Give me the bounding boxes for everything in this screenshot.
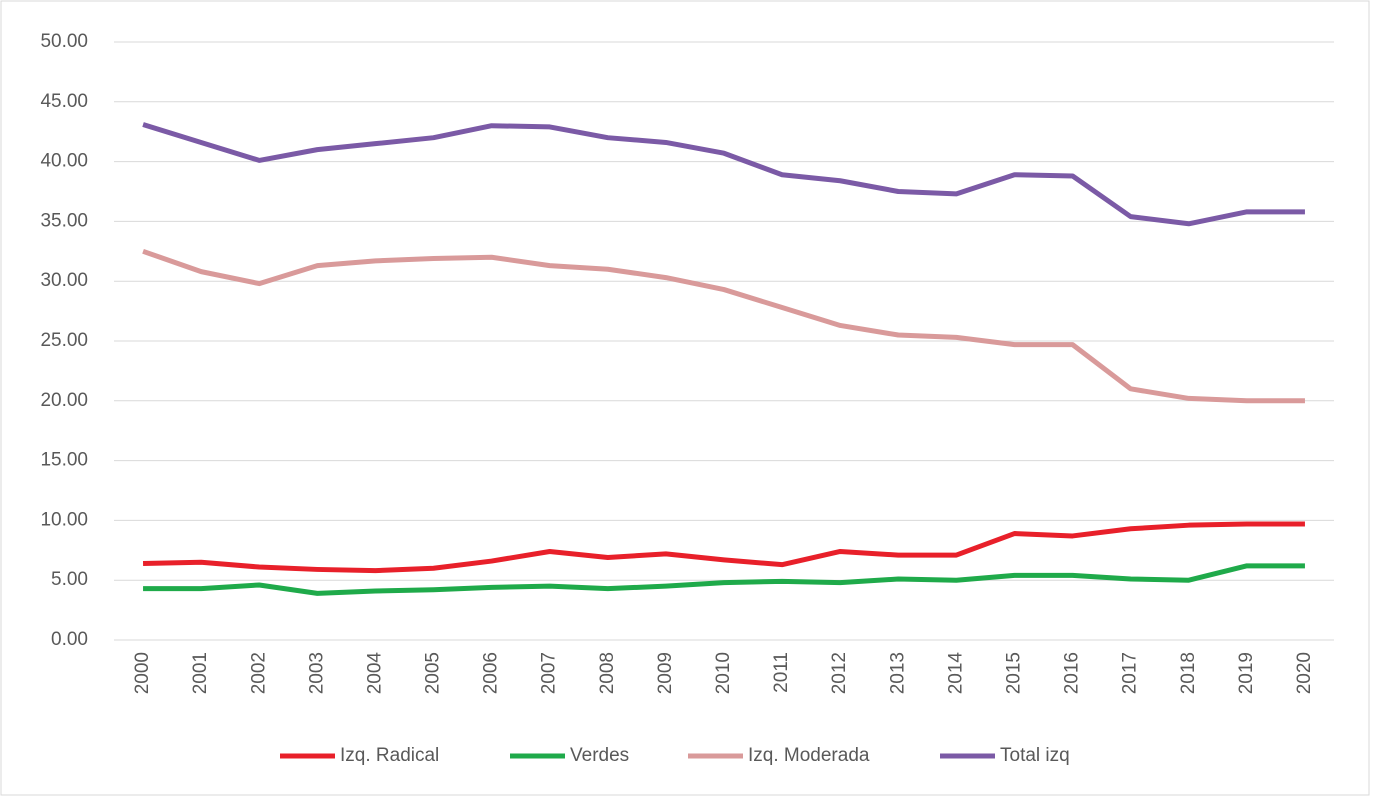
y-tick-label: 20.00 [40,390,88,411]
y-tick-label: 35.00 [40,210,88,231]
x-tick-label: 2009 [655,652,676,694]
y-tick-label: 50.00 [40,31,88,52]
x-tick-label: 2018 [1178,652,1199,694]
y-tick-label: 25.00 [40,330,88,351]
legend-label: Izq. Moderada [748,745,870,766]
y-tick-label: 0.00 [51,629,88,650]
x-tick-label: 2004 [364,652,385,695]
line [142,521,1305,574]
x-tick-label: 2008 [597,652,618,694]
y-tick-label: 30.00 [40,270,88,291]
y-tick-label: 10.00 [40,509,88,530]
x-tick-label: 2015 [1003,652,1024,694]
x-tick-label: 2002 [248,652,269,694]
line [142,248,1305,404]
x-tick-label: 2006 [481,652,502,694]
x-tick-label: 2012 [829,652,850,694]
x-tick-label: 2016 [1062,652,1083,694]
x-tick-label: 2000 [132,652,153,694]
x-tick-label: 2003 [306,652,327,694]
x-tick-label: 2011 [771,652,792,693]
x-tick-label: 2019 [1236,652,1257,694]
x-tick-label: 2017 [1120,652,1141,694]
y-tick-label: 15.00 [40,450,88,471]
legend-label: Izq. Radical [340,745,439,766]
line [143,563,1305,596]
legend-label: Total izq [1000,745,1070,766]
y-tick-label: 40.00 [40,151,88,172]
x-tick-label: 2014 [945,652,966,695]
line [142,122,1305,227]
x-tick-label: 2005 [423,652,444,694]
y-tick-label: 45.00 [40,91,88,112]
legend-label: Verdes [570,745,629,766]
x-tick-label: 2007 [539,652,560,694]
x-tick-label: 2001 [190,652,211,694]
x-tick-label: 2013 [887,652,908,694]
x-tick-label: 2010 [713,652,734,694]
y-tick-label: 5.00 [51,569,88,590]
x-tick-label: 2020 [1294,652,1315,694]
